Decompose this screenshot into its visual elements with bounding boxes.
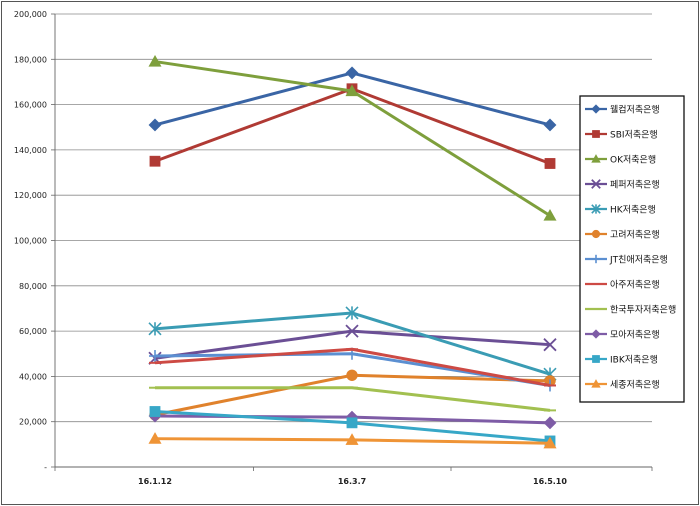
data-point bbox=[592, 130, 600, 138]
data-point bbox=[345, 433, 359, 445]
legend-label: HK저축은행 bbox=[610, 204, 656, 216]
y-tick-label: 140,000 bbox=[14, 146, 47, 155]
series-7 bbox=[149, 347, 556, 387]
data-point bbox=[543, 118, 557, 132]
legend-item: SBI저축은행 bbox=[585, 129, 658, 141]
data-point bbox=[544, 158, 556, 169]
series-8 bbox=[149, 386, 556, 412]
y-tick-label: 200,000 bbox=[14, 10, 47, 19]
data-point bbox=[591, 179, 601, 189]
data-point bbox=[346, 417, 358, 429]
y-tick-label: 160,000 bbox=[14, 101, 47, 110]
y-tick-label: 180,000 bbox=[14, 55, 47, 64]
legend-item: 세종저축은행 bbox=[585, 379, 660, 391]
series-11 bbox=[148, 432, 557, 449]
legend-item: JT친애저축은행 bbox=[585, 254, 668, 266]
data-point bbox=[591, 229, 601, 239]
data-point bbox=[149, 155, 161, 167]
data-point bbox=[148, 432, 162, 444]
data-point bbox=[591, 204, 601, 214]
legend-item: HK저축은행 bbox=[585, 204, 656, 216]
legend-label: 모아저축은행 bbox=[610, 329, 660, 341]
data-point bbox=[591, 254, 601, 264]
legend-label: SBI저축은행 bbox=[610, 129, 658, 141]
series-0 bbox=[148, 66, 557, 132]
y-tick-label: 80,000 bbox=[19, 282, 47, 291]
x-tick-label: 16.1.12 bbox=[138, 477, 172, 486]
series-2 bbox=[148, 54, 557, 221]
legend-label: 웰컴저축은행 bbox=[610, 104, 660, 116]
data-point bbox=[346, 369, 358, 381]
data-point bbox=[148, 322, 162, 336]
series-line bbox=[154, 373, 551, 417]
series-line bbox=[155, 386, 551, 412]
data-point bbox=[591, 379, 601, 388]
data-point bbox=[591, 154, 601, 163]
data-point bbox=[543, 436, 557, 449]
data-point bbox=[148, 54, 162, 67]
legend-label: JT친애저축은행 bbox=[609, 254, 668, 266]
legend-item: IBK저축은행 bbox=[585, 354, 658, 366]
gridlines bbox=[55, 13, 652, 468]
legend-item: 웰컴저축은행 bbox=[585, 104, 660, 116]
data-point bbox=[148, 118, 162, 132]
legend-label: OK저축은행 bbox=[610, 154, 656, 166]
series-4 bbox=[148, 306, 557, 381]
y-tick-label: 60,000 bbox=[19, 327, 47, 336]
x-tick-label: 16.3.7 bbox=[338, 477, 366, 486]
legend-label: 한국투자저축은행 bbox=[610, 304, 676, 316]
y-tick-label: 20,000 bbox=[19, 418, 47, 427]
legend-item: 고려저축은행 bbox=[585, 229, 660, 241]
data-point bbox=[345, 84, 359, 97]
data-point bbox=[543, 338, 557, 352]
data-point bbox=[591, 329, 601, 339]
y-tick-label: 120,000 bbox=[14, 191, 47, 200]
legend-item: OK저축은행 bbox=[585, 154, 656, 166]
legend-label: 아주저축은행 bbox=[610, 279, 660, 291]
legend-label: IBK저축은행 bbox=[610, 354, 658, 366]
legend-label: 고려저축은행 bbox=[610, 229, 660, 241]
data-point bbox=[592, 355, 600, 363]
series-line bbox=[154, 311, 551, 376]
data-point bbox=[149, 406, 161, 417]
legend-box bbox=[579, 95, 685, 403]
legend-label: 페퍼저축은행 bbox=[610, 179, 660, 191]
data-point bbox=[345, 306, 359, 320]
series-line bbox=[154, 87, 551, 165]
data-point bbox=[345, 324, 359, 338]
data-point bbox=[543, 416, 557, 430]
data-point bbox=[149, 350, 161, 363]
series-1 bbox=[149, 83, 556, 169]
legend-item: 페퍼저축은행 bbox=[585, 179, 660, 191]
series-lines bbox=[148, 54, 557, 449]
x-tick-label: 16.5.10 bbox=[533, 477, 567, 486]
series-3 bbox=[148, 324, 557, 365]
legend-item: 아주저축은행 bbox=[585, 279, 660, 291]
data-point bbox=[345, 66, 359, 80]
legend-label: 세종저축은행 bbox=[610, 379, 660, 391]
y-tick-label: 40,000 bbox=[19, 372, 47, 381]
data-point bbox=[543, 208, 557, 221]
y-tick-label: 100,000 bbox=[14, 237, 47, 246]
axes: - 20,000 40,000 60,000 80,000 100,000 120,000 1… bbox=[14, 10, 653, 486]
series-line bbox=[154, 71, 551, 127]
legend-item: 한국투자저축은행 bbox=[585, 304, 676, 316]
legend-item: 모아저축은행 bbox=[585, 329, 660, 341]
y-tick-label: - bbox=[44, 463, 47, 472]
data-point bbox=[591, 104, 601, 114]
